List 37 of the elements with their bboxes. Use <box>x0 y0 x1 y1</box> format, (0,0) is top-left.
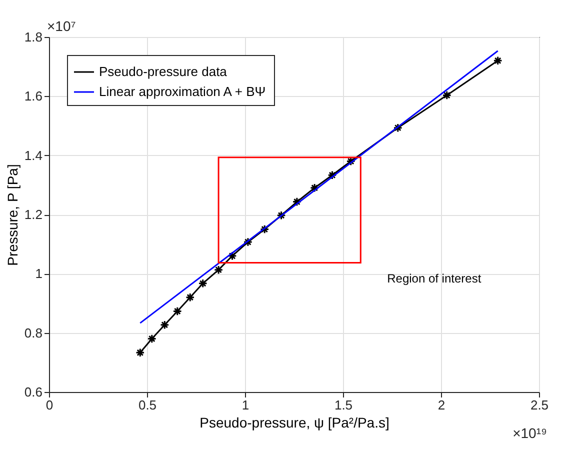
y-tick-label: 1.8 <box>24 30 42 44</box>
legend-label: Pseudo-pressure data <box>99 64 228 79</box>
point <box>493 56 502 66</box>
point <box>228 251 237 261</box>
point <box>147 334 157 344</box>
point <box>136 348 145 358</box>
x-tick-label: 1.5 <box>334 398 353 412</box>
y-tick-label: 1 <box>35 266 42 282</box>
point <box>172 306 182 316</box>
point <box>214 265 224 274</box>
point <box>442 90 452 100</box>
point <box>160 320 170 330</box>
point <box>276 210 286 220</box>
x-tick-label: 0 <box>46 398 54 412</box>
point <box>328 170 337 180</box>
point <box>393 123 403 132</box>
x-tick-label: 0.5 <box>138 398 157 412</box>
y-tick-label: 1.2 <box>24 207 42 222</box>
point <box>292 197 302 206</box>
point <box>198 278 208 288</box>
text: ×10¹⁹ <box>512 425 548 441</box>
point <box>243 237 253 247</box>
y-tick-label: 1.6 <box>24 88 42 104</box>
text: ×10⁷ <box>47 18 76 34</box>
y-tick-label: 0.6 <box>24 384 42 400</box>
y-tick-label: 1.4 <box>24 148 42 163</box>
x-tick-label: 2 <box>438 398 446 412</box>
point <box>310 183 320 192</box>
y-axis-title: Pressure, P [Pa] <box>4 164 20 266</box>
annotation: Region of interest <box>387 271 482 286</box>
legend-label: Linear approximation A + BΨ <box>99 84 266 99</box>
x-tick-label: 2.5 <box>530 398 549 412</box>
point <box>185 292 195 302</box>
x-axis-title: Pseudo-pressure, ψ [Pa²/Pa.s] <box>200 414 390 430</box>
x-tick-label: 1 <box>242 398 250 412</box>
point <box>260 224 270 234</box>
y-tick-label: 0.8 <box>24 325 42 340</box>
